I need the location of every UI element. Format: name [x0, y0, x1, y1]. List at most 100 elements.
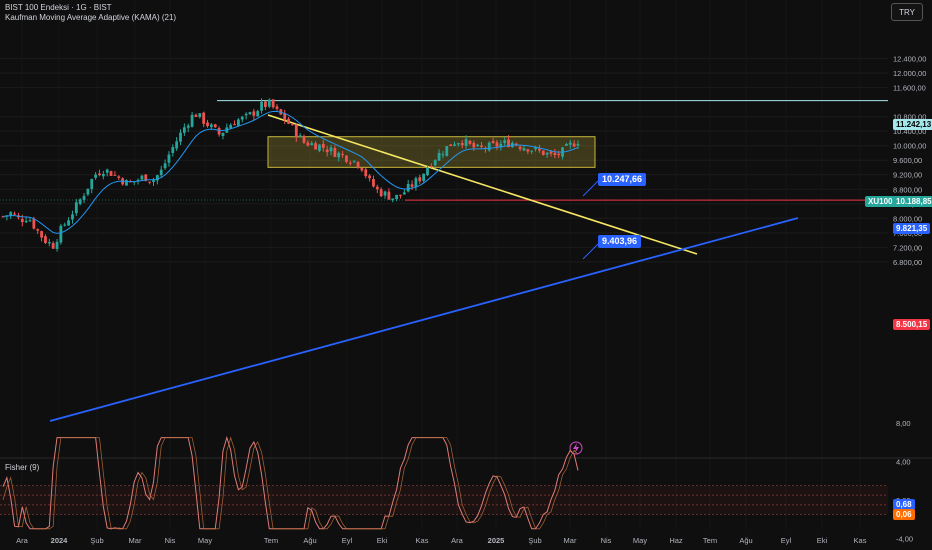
time-tick: 2024	[51, 536, 69, 545]
candle-body	[209, 124, 213, 128]
candle-body	[406, 183, 410, 192]
candle-body	[20, 218, 24, 223]
candle-body	[105, 169, 109, 173]
candle-body	[476, 144, 480, 147]
candle-body	[252, 111, 256, 116]
candle-body	[568, 142, 572, 145]
candle-body	[414, 178, 418, 188]
candle-body	[557, 153, 561, 156]
candle-body	[44, 236, 47, 244]
candle-body	[152, 180, 155, 183]
time-tick: Eki	[377, 536, 388, 545]
time-tick: Ara	[16, 536, 29, 545]
candle-body	[356, 161, 360, 168]
candle-body	[13, 213, 16, 215]
candle-body	[267, 99, 271, 107]
candle-body	[78, 199, 82, 204]
candle-body	[264, 101, 267, 107]
candle-body	[429, 166, 433, 168]
candle-body	[36, 229, 40, 231]
candle-body	[51, 243, 55, 249]
candle-body	[368, 175, 372, 179]
candle-body	[472, 143, 476, 148]
candle-body	[237, 119, 240, 126]
candle-body	[345, 155, 348, 162]
candle-body	[275, 106, 279, 109]
candle-body	[460, 143, 464, 146]
candle-body	[40, 231, 43, 238]
fisher-line	[2, 435, 579, 530]
candle-body	[283, 113, 287, 121]
price-tick: 9.200,00	[893, 171, 922, 180]
candle-body	[271, 99, 275, 108]
candle-body	[206, 122, 209, 127]
lightning-icon-glyph	[573, 443, 579, 453]
candle-body	[294, 125, 298, 138]
candle-body	[306, 142, 310, 146]
candle-body	[437, 152, 441, 161]
candle-body	[1, 216, 5, 218]
candle-body	[553, 152, 557, 156]
candle-body	[395, 194, 399, 200]
time-tick: May	[633, 536, 647, 545]
currency-button[interactable]: TRY	[891, 3, 923, 21]
fisher-orange-label: 0,06	[893, 509, 915, 520]
time-tick: Nis	[601, 536, 612, 545]
candle-body	[545, 152, 549, 155]
candle-body	[433, 160, 437, 166]
price-tick: 12.000,00	[893, 69, 926, 78]
range-top-label: 10.247,66	[598, 173, 647, 186]
candle-body	[298, 135, 302, 138]
fisher-title: Fisher (9)	[5, 463, 40, 472]
candle-body	[198, 113, 202, 117]
candle-body	[144, 174, 148, 182]
candle-body	[82, 195, 86, 200]
candle-body	[240, 116, 244, 120]
high-line-label: 11.242,13	[893, 119, 932, 130]
lower-trendline	[49, 217, 799, 422]
candle-body	[495, 142, 499, 147]
candle-body	[155, 175, 159, 181]
candle-body	[24, 220, 28, 223]
candle-body	[55, 241, 59, 249]
time-tick: Tem	[264, 536, 278, 545]
candle-body	[202, 112, 206, 124]
candle-body	[456, 143, 460, 145]
price-tick: 11.600,00	[893, 84, 926, 93]
candle-body	[213, 124, 217, 128]
candle-body	[387, 191, 391, 200]
candle-body	[530, 150, 534, 152]
candle-body	[576, 143, 580, 146]
candle-body	[175, 141, 179, 149]
candle-body	[221, 132, 225, 137]
time-tick: Ağu	[303, 536, 316, 545]
time-tick: May	[198, 536, 212, 545]
candle-body	[182, 127, 186, 133]
candle-body	[375, 186, 379, 190]
candle-body	[410, 184, 414, 187]
candle-body	[464, 139, 468, 146]
price-tick: 12.400,00	[893, 55, 926, 64]
candle-body	[379, 189, 383, 197]
candle-body	[487, 142, 491, 151]
time-tick: Kas	[854, 536, 867, 545]
support-line-label: 8.500,15	[893, 319, 931, 330]
candle-body	[391, 198, 395, 201]
candle-body	[352, 160, 356, 162]
candle-body	[179, 132, 182, 142]
time-tick: Nis	[165, 536, 176, 545]
candle-body	[333, 147, 337, 157]
candle-body	[159, 169, 163, 176]
fisher-blue-label: 0,68	[893, 499, 915, 510]
candle-body	[518, 146, 522, 150]
candle-body	[572, 143, 576, 147]
candle-body	[526, 149, 530, 152]
candle-body	[248, 112, 252, 115]
time-tick: Eyl	[342, 536, 353, 545]
candle-body	[418, 177, 422, 182]
time-tick: Şub	[528, 536, 541, 545]
candle-body	[28, 220, 32, 222]
candle-body	[287, 118, 290, 124]
time-tick: Mar	[564, 536, 577, 545]
